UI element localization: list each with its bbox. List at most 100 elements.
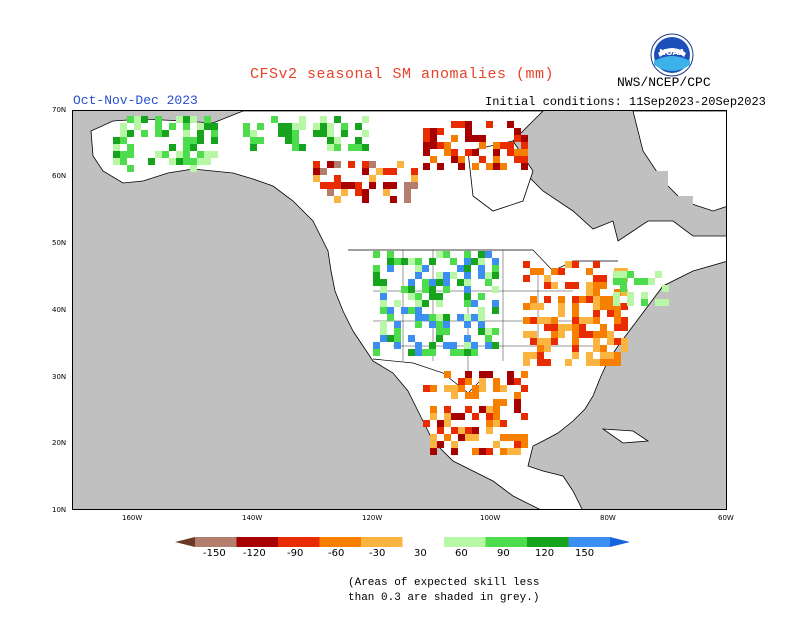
anomaly-cell — [523, 352, 530, 359]
anomaly-cell — [127, 144, 134, 151]
anomaly-cell — [327, 130, 334, 137]
anomaly-cell — [478, 328, 485, 335]
lon-tick-100w: 100W — [480, 514, 501, 522]
anomaly-cell — [183, 151, 190, 158]
anomaly-cell — [415, 321, 422, 328]
anomaly-cell — [558, 296, 565, 303]
anomaly-cell — [579, 296, 586, 303]
anomaly-cell — [493, 378, 500, 385]
anomaly-cell — [404, 189, 411, 196]
anomaly-cell — [486, 420, 493, 427]
anomaly-cell — [514, 406, 521, 413]
anomaly-cell — [437, 142, 444, 149]
anomaly-cell — [613, 292, 620, 299]
anomaly-cell — [292, 130, 299, 137]
anomaly-cell — [530, 303, 537, 310]
anomaly-cell — [458, 121, 465, 128]
anomaly-cell — [621, 289, 628, 296]
anomaly-cell — [485, 328, 492, 335]
anomaly-cell — [394, 300, 401, 307]
anomaly-cell — [472, 385, 479, 392]
noaa-logo: NOAA — [650, 33, 694, 77]
anomaly-cell — [514, 149, 521, 156]
anomaly-cell — [586, 296, 593, 303]
anomaly-cell — [593, 303, 600, 310]
anomaly-cell — [458, 427, 465, 434]
anomaly-cell — [155, 123, 162, 130]
anomaly-cell — [429, 321, 436, 328]
anomaly-cell — [458, 434, 465, 441]
anomaly-cell — [334, 161, 341, 168]
anomaly-cell — [572, 296, 579, 303]
anomaly-cell — [327, 189, 334, 196]
anomaly-cell — [621, 324, 628, 331]
anomaly-cell — [450, 349, 457, 356]
legend-label-neg60: -60 — [328, 548, 345, 559]
anomaly-cell — [627, 271, 634, 278]
anomaly-cell — [464, 279, 471, 286]
anomaly-cell — [620, 278, 627, 285]
legend-label-neg150: -150 — [203, 548, 226, 559]
anomaly-cell — [408, 279, 415, 286]
anomaly-cell — [565, 261, 572, 268]
anomaly-cell — [471, 314, 478, 321]
anomaly-cell — [464, 293, 471, 300]
anomaly-cell — [478, 258, 485, 265]
anomaly-cell — [586, 289, 593, 296]
anomaly-cell — [465, 371, 472, 378]
anomaly-cell — [278, 130, 285, 137]
anomaly-cell — [551, 317, 558, 324]
footnote-line-1: (Areas of expected skill less — [348, 577, 540, 589]
legend-arrow-low — [175, 537, 195, 547]
anomaly-cell — [530, 352, 537, 359]
anomaly-cell — [593, 275, 600, 282]
anomaly-cell — [621, 317, 628, 324]
anomaly-cell — [514, 128, 521, 135]
anomaly-cell — [607, 352, 614, 359]
anomaly-cell — [485, 251, 492, 258]
anomaly-cell — [327, 137, 334, 144]
anomaly-cell — [451, 413, 458, 420]
anomaly-cell — [478, 314, 485, 321]
anomaly-cell — [190, 116, 197, 123]
anomaly-cell — [299, 123, 306, 130]
anomaly-cell — [430, 156, 437, 163]
anomaly-cell — [313, 168, 320, 175]
anomaly-cell — [478, 307, 485, 314]
anomaly-cell — [493, 413, 500, 420]
lat-tick-40n: 40N — [52, 306, 67, 314]
anomaly-cell — [579, 317, 586, 324]
anomaly-cell — [430, 448, 437, 455]
anomaly-cell — [436, 328, 443, 335]
anomaly-cell — [500, 399, 507, 406]
legend-box — [485, 537, 527, 547]
anomaly-cell — [537, 317, 544, 324]
anomaly-cell — [285, 137, 292, 144]
anomaly-cell — [493, 406, 500, 413]
anomaly-cell — [464, 342, 471, 349]
anomaly-cell — [485, 279, 492, 286]
anomaly-cell — [120, 123, 127, 130]
anomaly-cell — [465, 149, 472, 156]
anomaly-cell — [190, 144, 197, 151]
anomaly-cell — [471, 342, 478, 349]
anomaly-cell — [537, 303, 544, 310]
anomaly-cell — [492, 328, 499, 335]
anomaly-cell — [415, 300, 422, 307]
anomaly-cell — [127, 130, 134, 137]
anomaly-cell — [313, 123, 320, 130]
anomaly-cell — [586, 331, 593, 338]
anomaly-cell — [614, 303, 621, 310]
anomaly-cell — [380, 335, 387, 342]
anomaly-cell — [113, 158, 120, 165]
anomaly-cell — [127, 116, 134, 123]
anomaly-cell — [271, 116, 278, 123]
anomaly-cell — [493, 142, 500, 149]
anomaly-cell — [204, 158, 211, 165]
anomaly-cell — [493, 163, 500, 170]
anomaly-cell — [514, 434, 521, 441]
anomaly-cell — [443, 272, 450, 279]
anomaly-cell — [334, 196, 341, 203]
anomaly-cell — [514, 392, 521, 399]
anomaly-cell — [471, 300, 478, 307]
